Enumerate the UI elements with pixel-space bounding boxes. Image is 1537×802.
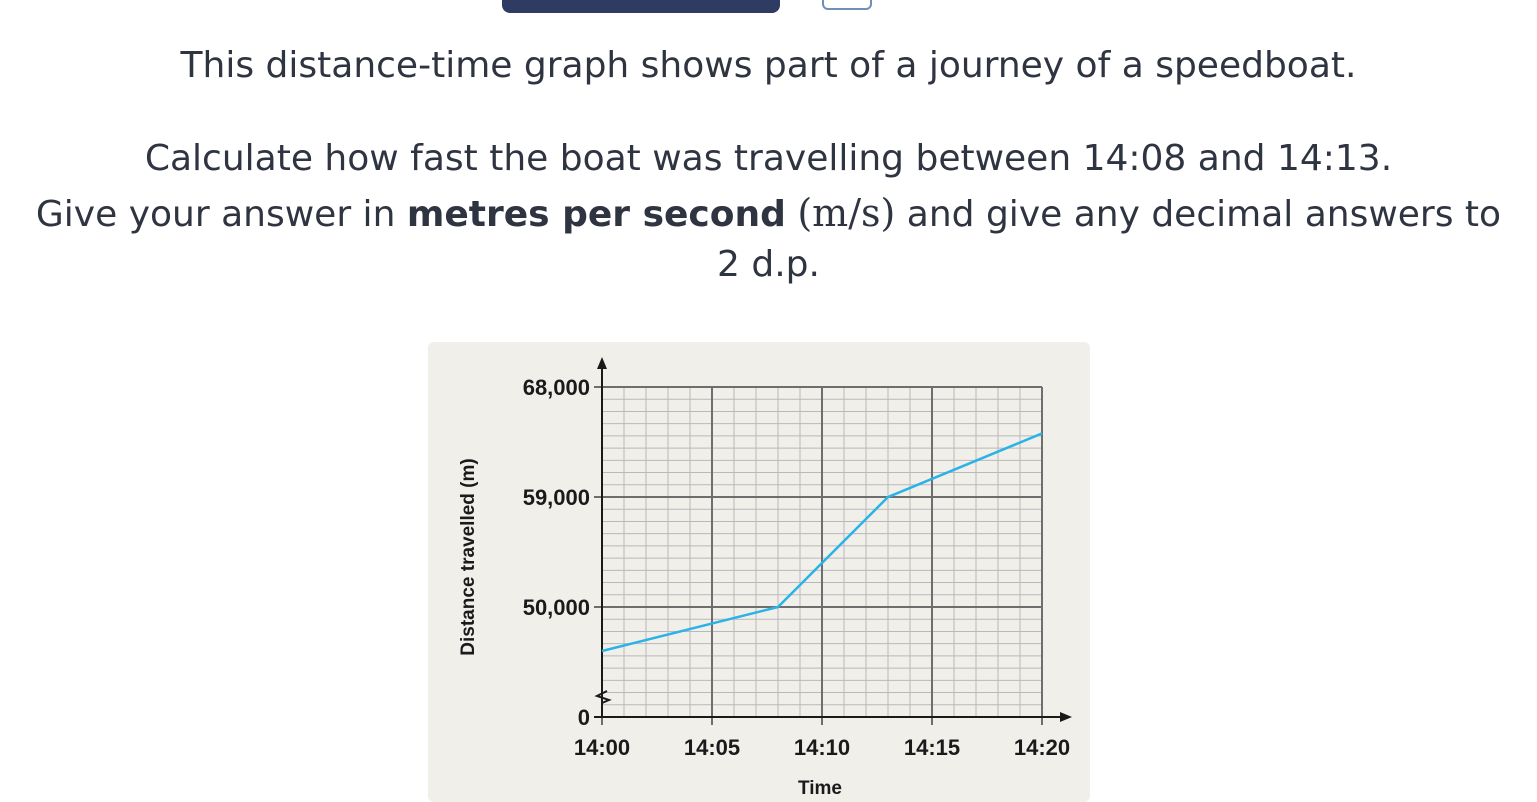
distance-time-chart: 0 50,000 59,000 68,000 14:00 14:05 14:10 14:15 1…: [458, 357, 1072, 799]
y-tick-label: 0: [578, 705, 590, 730]
distance-series-line: [601, 432, 1043, 653]
x-axis-arrow: [1060, 712, 1072, 722]
top-badge: [822, 0, 872, 10]
question-line-4: 2 d.p.: [717, 244, 820, 285]
y-axis-title: Distance travelled (m): [458, 458, 479, 655]
question-line-3-pre: Give your answer in: [35, 194, 407, 235]
y-axis-arrow: [597, 357, 607, 369]
y-tick-label: 68,000: [523, 375, 590, 400]
top-banner: [502, 0, 780, 13]
axis-break-mark: [594, 690, 612, 704]
question-emphasis: metres per second: [406, 194, 786, 235]
x-tick-label: 14:15: [904, 735, 960, 760]
question-line-3: Give your answer in metres per second (m…: [0, 191, 1537, 237]
x-tick-label: 14:00: [574, 735, 630, 760]
y-tick-label: 59,000: [523, 485, 590, 510]
x-tick-label: 14:20: [1014, 735, 1070, 760]
question-line-3-post: and give any decimal answers to: [895, 194, 1502, 235]
top-note: allowed: [888, 0, 942, 4]
chart-card: 0 50,000 59,000 68,000 14:00 14:05 14:10 14:15 1…: [428, 342, 1090, 802]
y-tick-label: 50,000: [523, 595, 590, 620]
x-tick-label: 14:05: [684, 735, 740, 760]
x-tick-label: 14:10: [794, 735, 850, 760]
question-line-2: Calculate how fast the boat was travelli…: [144, 138, 1393, 179]
question-unit: (m/s): [797, 191, 896, 235]
question-line-1: This distance-time graph shows part of a…: [180, 45, 1357, 86]
